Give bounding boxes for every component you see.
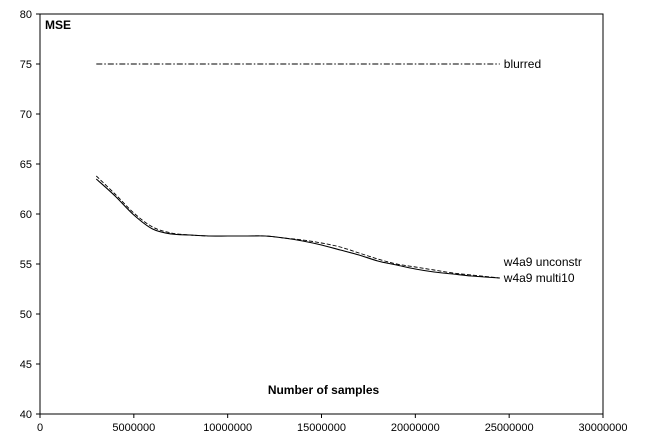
y-axis-label: MSE	[45, 18, 71, 32]
series-label: w4a9 unconstr	[503, 255, 582, 269]
series-labels: blurred w4a9 unconstr w4a9 multi10	[503, 57, 582, 285]
x-tick-label: 0	[37, 422, 43, 434]
series-line-w4a9-unconstr	[95, 175, 500, 279]
y-tick-label: 80	[20, 9, 32, 21]
plot-frame	[39, 13, 604, 415]
y-tick-label: 45	[20, 359, 32, 371]
y-axis-ticks: 40 45 50 55 60 65 70 75 80	[20, 9, 40, 421]
series-line-w4a9-multi10	[95, 178, 500, 279]
x-tick-label: 25000000	[485, 422, 534, 434]
y-tick-label: 60	[20, 209, 32, 221]
x-axis-ticks: 0 5000000 10000000 15000000 20000000 25000000…	[37, 414, 628, 434]
y-tick-label: 50	[20, 309, 32, 321]
x-tick-label: 15000000	[297, 422, 346, 434]
y-tick-label: 40	[20, 409, 32, 421]
x-axis-label: Number of samples	[268, 383, 380, 397]
series-label: w4a9 multi10	[503, 271, 575, 285]
x-tick-label: 20000000	[391, 422, 440, 434]
y-tick-label: 65	[20, 159, 32, 171]
series-lines	[95, 63, 500, 279]
x-tick-label: 30000000	[579, 422, 628, 434]
series-label: blurred	[504, 57, 541, 71]
x-tick-label: 10000000	[203, 422, 252, 434]
y-tick-label: 55	[20, 259, 32, 271]
y-tick-label: 70	[20, 109, 32, 121]
x-tick-label: 5000000	[112, 422, 155, 434]
y-tick-label: 75	[20, 59, 32, 71]
